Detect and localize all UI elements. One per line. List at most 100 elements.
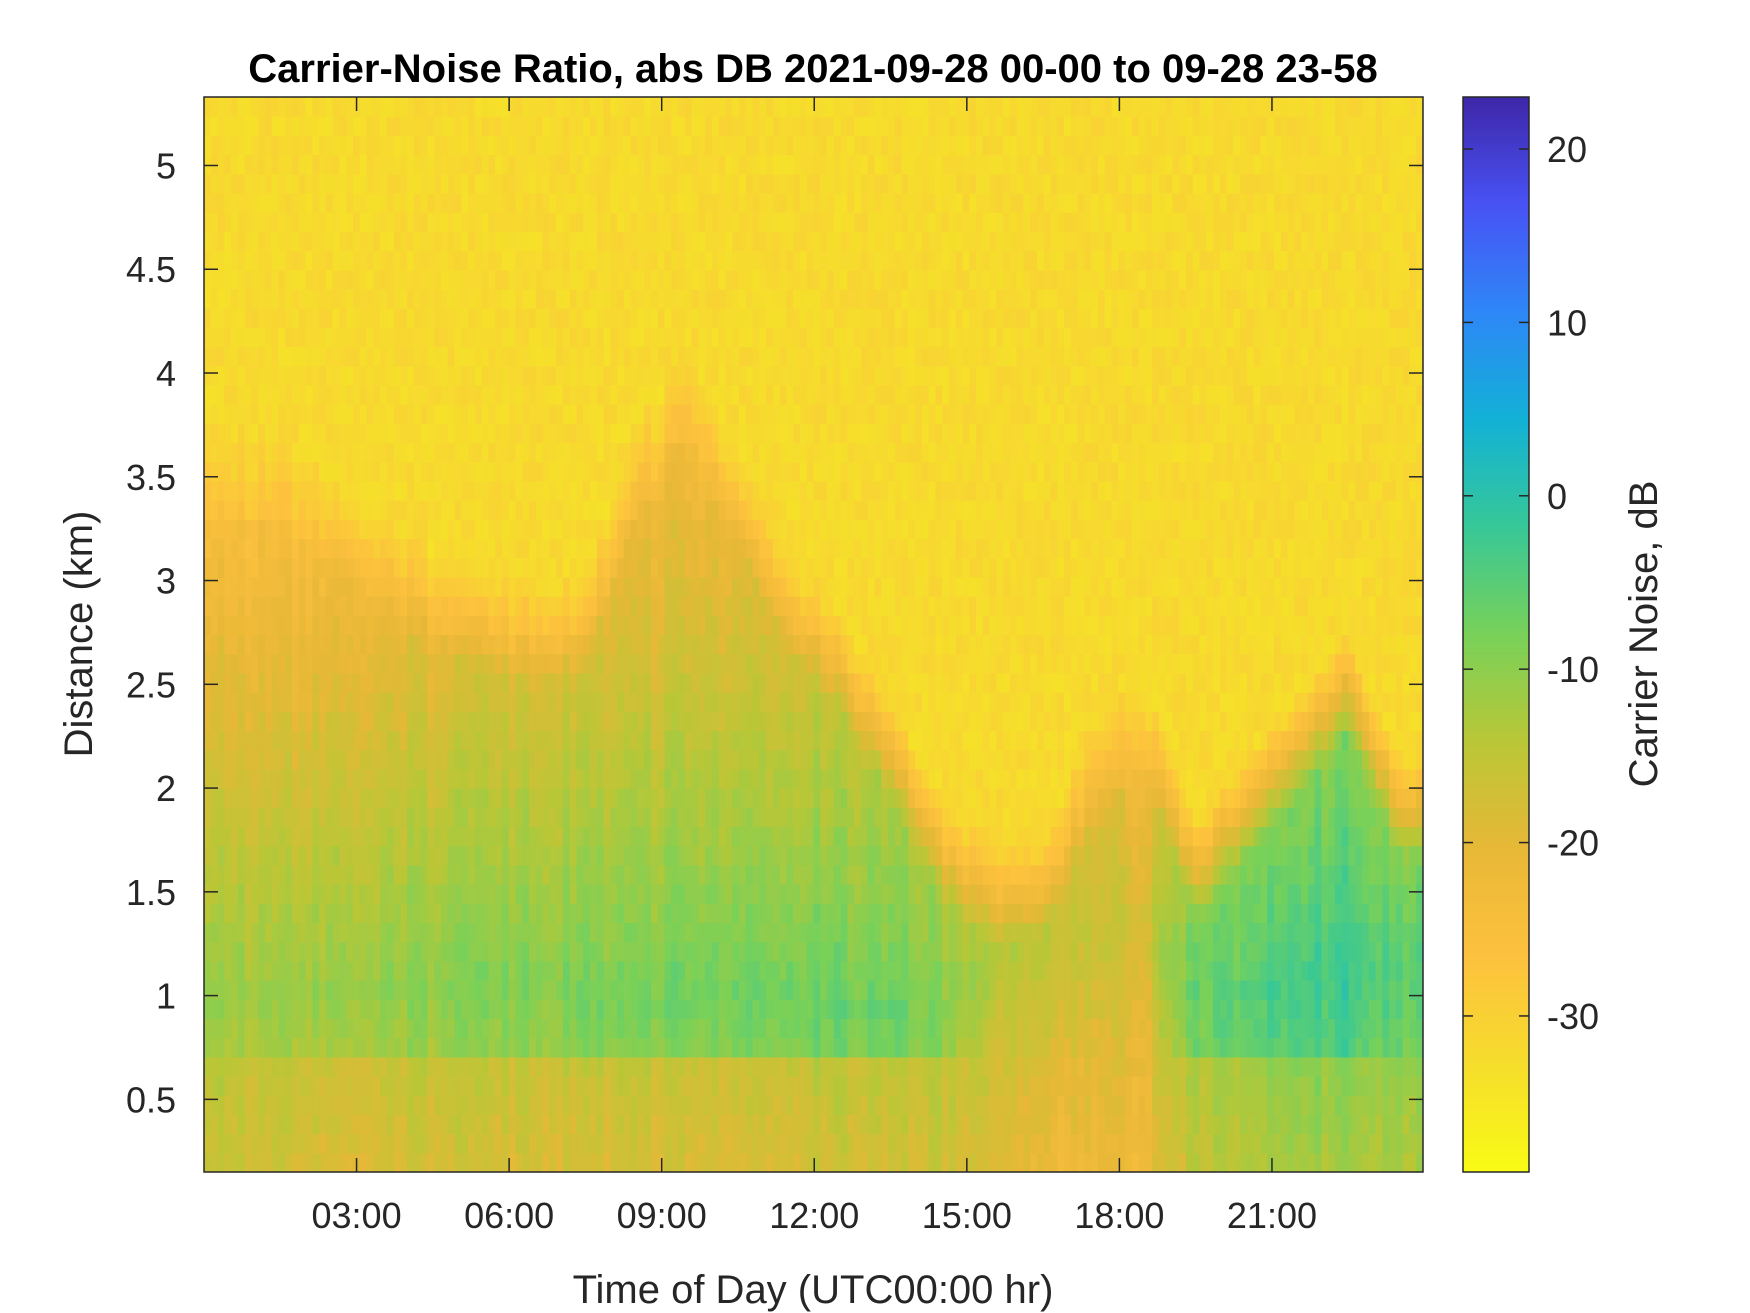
heatmap-cell — [251, 692, 259, 712]
heatmap-cell — [691, 576, 699, 597]
heatmap-cell — [204, 442, 212, 463]
heatmap-cell — [393, 960, 401, 981]
heatmap-cell — [508, 116, 517, 136]
heatmap-cell — [427, 519, 435, 540]
heatmap-cell — [325, 845, 334, 866]
heatmap-cell — [413, 864, 422, 885]
heatmap-cell — [562, 308, 571, 328]
heatmap-cell — [237, 269, 246, 290]
heatmap-cell — [684, 1114, 693, 1135]
heatmap-cell — [590, 692, 598, 712]
heatmap-cell — [617, 980, 625, 1000]
heatmap-cell — [678, 442, 686, 463]
heatmap-cell — [386, 1095, 395, 1116]
heatmap-cell — [535, 980, 544, 1000]
heatmap-cell — [461, 538, 469, 559]
heatmap-cell — [637, 404, 645, 424]
heatmap-cell — [285, 768, 293, 789]
heatmap-cell — [441, 269, 449, 290]
heatmap-cell — [590, 807, 598, 828]
heatmap-cell — [650, 308, 659, 328]
heatmap-cell — [637, 596, 645, 616]
heatmap-cell — [434, 768, 442, 789]
heatmap-cell — [650, 845, 659, 866]
heatmap-cell — [799, 557, 808, 578]
heatmap-cell — [441, 768, 449, 789]
heatmap-cell — [799, 692, 808, 712]
heatmap-cell — [305, 634, 313, 655]
heatmap-cell — [244, 711, 252, 732]
heatmap-cell — [339, 346, 347, 367]
heatmap-cell — [285, 903, 293, 924]
heatmap-cell — [305, 826, 313, 847]
heatmap-cell — [312, 730, 320, 751]
heatmap-cell — [522, 960, 530, 981]
heatmap-cell — [244, 461, 252, 482]
heatmap-cell — [603, 500, 611, 520]
heatmap-cell — [346, 711, 354, 732]
heatmap-cell — [468, 173, 476, 194]
heatmap-cell — [474, 692, 483, 712]
heatmap-cell — [759, 884, 767, 904]
heatmap-cell — [508, 192, 517, 213]
heatmap-plot — [204, 97, 1423, 1172]
heatmap-cell — [366, 538, 374, 559]
heatmap-cell — [441, 653, 449, 674]
heatmap-cell — [556, 884, 564, 904]
heatmap-cell — [488, 826, 496, 847]
heatmap-cell — [725, 999, 733, 1020]
heatmap-cell — [231, 1056, 239, 1077]
heatmap-cell — [732, 384, 740, 405]
heatmap-cell — [319, 212, 327, 232]
heatmap-cell — [468, 365, 476, 386]
heatmap-cell — [583, 884, 591, 904]
heatmap-cell — [298, 519, 307, 540]
heatmap-cell — [650, 404, 659, 424]
heatmap-cell — [705, 1076, 713, 1096]
heatmap-cell — [650, 941, 659, 962]
heatmap-cell — [244, 500, 252, 520]
heatmap-cell — [285, 634, 293, 655]
heatmap-cell — [583, 692, 591, 712]
heatmap-cell — [319, 1114, 327, 1135]
heatmap-cell — [664, 192, 672, 213]
heatmap-cell — [488, 212, 496, 232]
heatmap-cell — [481, 653, 490, 674]
heatmap-cell — [698, 826, 706, 847]
heatmap-cell — [725, 596, 733, 616]
heatmap-cell — [413, 749, 422, 770]
heatmap-cell — [671, 864, 679, 885]
heatmap-cell — [644, 903, 652, 924]
heatmap-cell — [603, 116, 611, 136]
heatmap-cell — [413, 980, 422, 1000]
heatmap-cell — [718, 672, 727, 693]
heatmap-cell — [271, 576, 280, 597]
heatmap-cell — [739, 1056, 747, 1077]
heatmap-cell — [617, 384, 625, 405]
heatmap-cell — [739, 730, 747, 751]
heatmap-cell — [711, 826, 720, 847]
heatmap-cell — [522, 212, 530, 232]
heatmap-cell — [224, 557, 232, 578]
heatmap-cell — [786, 788, 794, 808]
heatmap-cell — [386, 538, 395, 559]
heatmap-cell — [271, 730, 280, 751]
heatmap-cell — [461, 97, 469, 117]
heatmap-cell — [739, 960, 747, 981]
heatmap-cell — [718, 192, 727, 213]
heatmap-cell — [488, 788, 496, 808]
heatmap-cell — [562, 711, 571, 732]
heatmap-cell — [400, 634, 408, 655]
heatmap-cell — [556, 1095, 564, 1116]
heatmap-cell — [434, 327, 442, 348]
heatmap-cell — [522, 1018, 530, 1039]
heatmap-cell — [711, 423, 720, 444]
heatmap-cell — [420, 384, 429, 405]
heatmap-cell — [278, 615, 286, 636]
heatmap-cell — [312, 672, 320, 693]
heatmap-cell — [603, 173, 611, 194]
heatmap-cell — [637, 1018, 645, 1039]
heatmap-cell — [427, 231, 435, 252]
heatmap-cell — [413, 269, 422, 290]
heatmap-cell — [786, 807, 794, 828]
